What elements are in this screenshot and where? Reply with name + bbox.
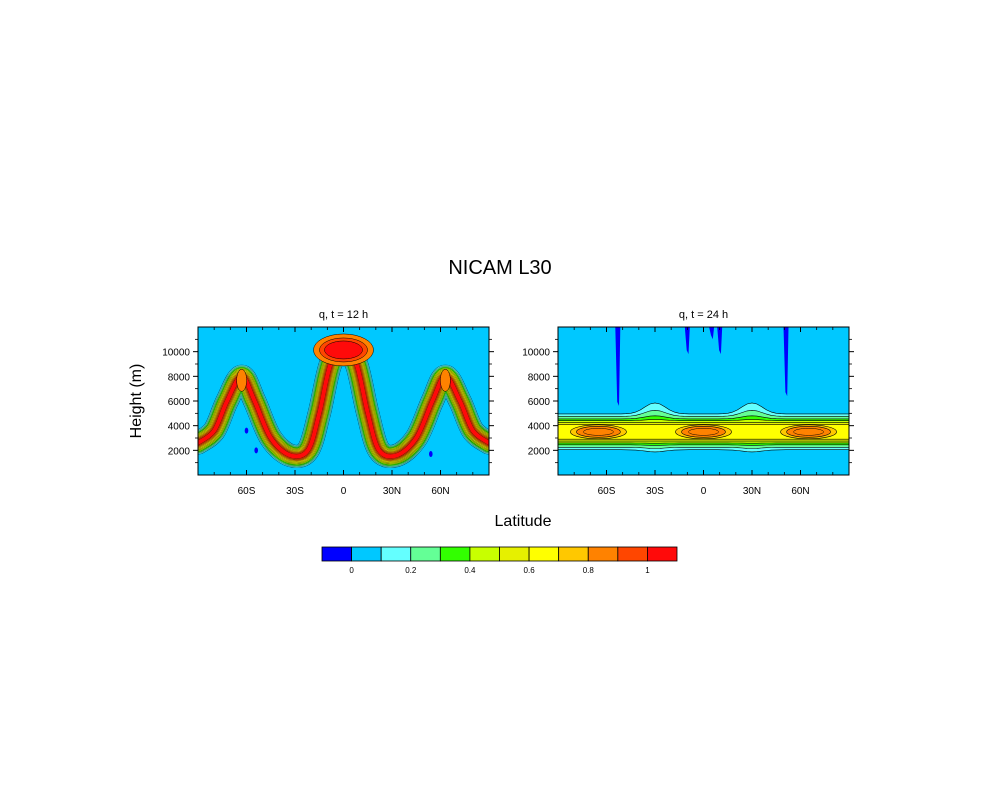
x-tick-label: 60S	[238, 486, 256, 497]
negative-column	[717, 327, 723, 355]
x-axis-label: Latitude	[495, 513, 552, 530]
core-maximum	[681, 426, 726, 438]
negative-column	[783, 327, 789, 397]
colorbar-swatch	[439, 546, 471, 562]
x-tick-label: 60N	[431, 486, 449, 497]
x-tick-label: 30N	[383, 486, 401, 497]
panel-t12-field	[198, 333, 489, 469]
colorbar-swatch	[499, 546, 530, 562]
panel-t24-field	[558, 327, 849, 453]
colorbar-label: 0.8	[583, 566, 595, 575]
hump-core	[440, 369, 451, 392]
core-inner-contour	[583, 428, 614, 436]
x-tick-label: 60S	[598, 486, 616, 497]
panel-t12-title: q, t = 12 h	[319, 309, 368, 321]
y-tick-label: 2000	[528, 446, 551, 457]
x-tick-label: 30N	[743, 486, 761, 497]
core-maximum	[786, 426, 831, 438]
y-tick-label: 8000	[528, 372, 551, 383]
colorbar-label: 0.4	[464, 566, 476, 575]
colorbar-label: 1	[645, 566, 650, 575]
y-tick-label: 6000	[528, 397, 551, 408]
panel-t24-title: q, t = 24 h	[679, 309, 728, 321]
y-tick-label: 10000	[162, 348, 190, 359]
figure-title: NICAM L30	[448, 257, 551, 279]
x-tick-label: 0	[701, 486, 707, 497]
panel-t24: q, t = 24 h 60S 30S 0 30N 60N 2000 4000 6000 800…	[522, 309, 854, 497]
colorbar-swatch	[469, 546, 500, 562]
colorbar: 0 0.2 0.4 0.6 0.8 1	[321, 546, 678, 575]
colorbar-swatch	[380, 546, 412, 562]
core-maximum	[576, 426, 621, 438]
peak-contour	[324, 340, 363, 360]
y-tick-label: 4000	[168, 422, 191, 433]
negative-column	[615, 327, 621, 406]
negative-column	[709, 327, 715, 340]
colorbar-label: 0.6	[524, 566, 536, 575]
y-tick-label: 2000	[168, 446, 191, 457]
core-inner-contour	[793, 428, 824, 436]
y-tick-label: 8000	[168, 372, 191, 383]
y-tick-label: 4000	[528, 422, 551, 433]
colorbar-swatch	[647, 546, 678, 562]
colorbar-swatch	[351, 546, 382, 562]
y-axis-label: Height (m)	[128, 364, 145, 439]
hump-core	[236, 369, 247, 392]
colorbar-label: 0	[349, 566, 354, 575]
panel-t12: q, t = 12 h 60S 30S 0 30N 60N 2000 4000 6000 800…	[162, 309, 494, 497]
colorbar-label: 0.2	[405, 566, 417, 575]
x-tick-label: 60N	[791, 486, 809, 497]
panel-t24-background	[558, 327, 849, 475]
x-tick-label: 0	[341, 486, 347, 497]
colorbar-swatch	[617, 546, 648, 562]
panel-t12-ticks: 60S 30S 0 30N 60N 2000 4000 6000 8000 10000	[162, 327, 494, 497]
colorbar-swatch	[321, 546, 352, 562]
y-tick-label: 10000	[522, 348, 550, 359]
x-tick-label: 30S	[286, 486, 304, 497]
colorbar-swatch	[587, 546, 619, 562]
negative-spot	[429, 451, 433, 458]
panel-t24-ticks: 60S 30S 0 30N 60N 2000 4000 6000 8000 10000	[522, 327, 854, 497]
colorbar-swatch	[558, 546, 589, 562]
x-tick-label: 30S	[646, 486, 664, 497]
negative-spot	[244, 427, 249, 434]
colorbar-swatch	[528, 546, 560, 562]
y-tick-label: 6000	[168, 397, 191, 408]
negative-spot	[254, 447, 258, 454]
negative-column	[684, 327, 690, 355]
core-inner-contour	[688, 428, 719, 436]
colorbar-swatch	[410, 546, 441, 562]
